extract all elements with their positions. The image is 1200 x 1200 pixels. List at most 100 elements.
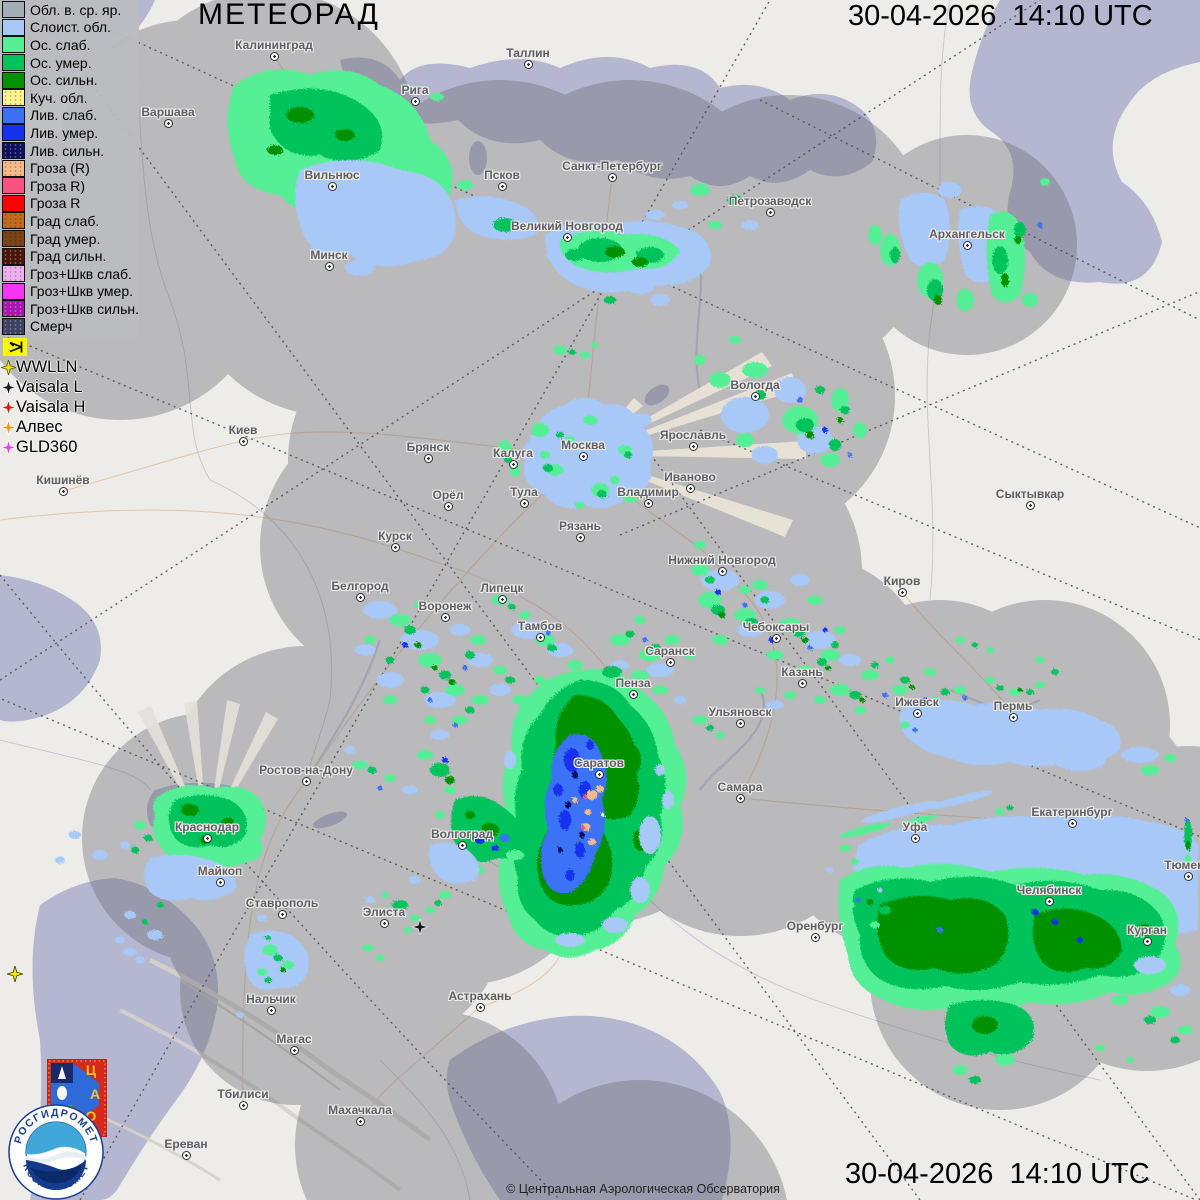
city-label: Брянск xyxy=(406,440,450,454)
city-dot xyxy=(301,776,311,786)
city-label: Самара xyxy=(717,780,763,794)
city-dot xyxy=(266,1005,276,1015)
city-dot xyxy=(717,566,727,576)
lightning-source-label: Алвес xyxy=(16,417,63,436)
city-dot xyxy=(897,587,907,597)
legend-swatch xyxy=(2,142,25,160)
city-dot xyxy=(594,769,604,779)
legend-label: Лив. умер. xyxy=(30,124,99,141)
city-dot xyxy=(289,1045,299,1055)
legend-row: Град умер. xyxy=(2,230,139,248)
legend-row: Лив. сильн. xyxy=(2,142,139,160)
city-label: Ярославль xyxy=(659,428,727,442)
city-dot xyxy=(1025,500,1035,510)
city-label: Ульяновск xyxy=(708,705,772,719)
legend-swatch xyxy=(2,18,25,36)
city-dot xyxy=(215,877,225,887)
city-label: Челябинск xyxy=(1016,883,1082,897)
city-label: Казань xyxy=(781,665,823,679)
city-label: Уфа xyxy=(902,820,928,834)
legend-row: Гроза R xyxy=(2,194,139,213)
legend-swatch xyxy=(2,194,25,212)
city-dot xyxy=(327,181,337,191)
lightning-source-row: GLD360 xyxy=(0,437,85,457)
city-label: Орёл xyxy=(432,488,464,502)
legend-swatch xyxy=(2,36,25,54)
legend-row: Ос. сильн. xyxy=(2,71,139,89)
legend-swatch xyxy=(2,282,25,300)
city-dot xyxy=(379,918,389,928)
city-dot xyxy=(508,459,518,469)
city-label: Чебоксары xyxy=(742,620,810,634)
city-dot xyxy=(735,718,745,728)
lightning-source-label: WWLLN xyxy=(16,358,78,377)
city-label: Санкт-Петербург xyxy=(562,159,662,173)
lightning-source-row: Алвес xyxy=(0,417,85,437)
city-dot xyxy=(665,657,675,667)
legend-row: Град слаб. xyxy=(2,212,139,230)
city-dot xyxy=(1142,936,1152,946)
city-dot xyxy=(238,436,248,446)
legend-row: Куч. обл. xyxy=(2,89,139,107)
city-label: Вильнюс xyxy=(304,168,360,182)
city-dot xyxy=(1008,712,1018,722)
legend-label: Лив. сильн. xyxy=(30,142,105,159)
lightning-source-icon xyxy=(0,398,18,417)
city-dot xyxy=(410,96,420,106)
city-dot xyxy=(1183,871,1193,881)
city-dot xyxy=(962,240,972,250)
radar-echoes xyxy=(55,69,1198,1084)
timestamp-bottom: 30-04-2026 14:10 UTC xyxy=(845,1158,1150,1190)
city-dot xyxy=(58,486,68,496)
city-dot xyxy=(562,232,572,242)
city-dot xyxy=(535,632,545,642)
city-label: Махачкала xyxy=(328,1103,392,1117)
legend-swatch xyxy=(2,71,25,89)
city-label: Краснодар xyxy=(174,820,240,834)
city-dot xyxy=(688,441,698,451)
city-dot xyxy=(355,592,365,602)
legend-label: Град слаб. xyxy=(30,212,100,229)
city-dot xyxy=(765,207,775,217)
city-label: Саранск xyxy=(645,644,695,658)
city-label: Липецк xyxy=(480,581,524,595)
city-dot xyxy=(277,909,287,919)
city-label: Киров xyxy=(883,574,921,588)
city-dot xyxy=(269,51,279,61)
city-dot xyxy=(735,793,745,803)
lightning-source-icon xyxy=(0,378,18,397)
legend-row: Лив. умер. xyxy=(2,124,139,142)
city-label: Пенза xyxy=(615,676,651,690)
cao-letter: О xyxy=(86,1108,97,1124)
lightning-source-row: Vaisala L xyxy=(0,378,85,398)
city-dot xyxy=(497,594,507,604)
city-dot xyxy=(578,451,588,461)
city-label: Элиста xyxy=(362,905,406,919)
legend-label: Гроза R xyxy=(30,195,81,212)
city-label: Воронеж xyxy=(418,599,472,613)
city-label: Астрахань xyxy=(448,989,512,1003)
legend-row: Гроза (R) xyxy=(2,159,139,177)
city-label: Минск xyxy=(310,248,348,262)
city-dot xyxy=(628,689,638,699)
city-label: Киев xyxy=(228,423,258,437)
legend-label: Ос. сильн. xyxy=(30,72,98,89)
legend-row: Гроз+Шкв умер. xyxy=(2,282,139,301)
city-dot xyxy=(771,633,781,643)
legend-swatch xyxy=(2,159,25,177)
city-dot xyxy=(457,840,467,850)
city-label: Нижний Новгород xyxy=(668,553,776,567)
city-dot xyxy=(163,118,173,128)
city-label: Ставрополь xyxy=(245,896,319,910)
city-label: Архангельск xyxy=(929,227,1005,241)
legend-swatch xyxy=(2,212,25,230)
legend-row: Гроз+Шкв сильн. xyxy=(2,300,139,318)
city-label: Владимир xyxy=(617,485,679,499)
city-label: Тамбов xyxy=(517,619,563,633)
city-label: Оренбург xyxy=(786,919,844,933)
city-label: Курган xyxy=(1126,923,1168,937)
legend-label: Гроза (R) xyxy=(30,160,90,177)
cao-letter-ts: Ц xyxy=(86,1062,97,1078)
